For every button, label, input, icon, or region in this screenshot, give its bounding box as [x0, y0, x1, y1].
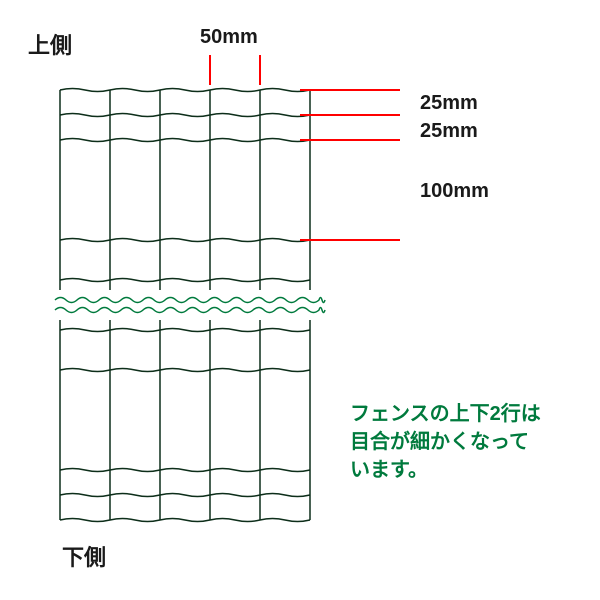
top-side-label: 上側: [28, 28, 72, 60]
column-width-label: 50mm: [200, 26, 258, 49]
note-line-2: 目合が細かくなって: [350, 431, 529, 453]
row2-dim-label: 25mm: [420, 120, 478, 143]
bottom-side-label: 下側: [62, 540, 106, 572]
note-line-1: フェンスの上下2行は: [350, 403, 541, 425]
row3-dim-label: 100mm: [420, 180, 489, 203]
note-text: フェンスの上下2行は 目合が細かくなって います。: [350, 400, 541, 484]
diagram-svg: [0, 0, 600, 600]
note-line-3: います。: [350, 459, 428, 481]
row1-dim-label: 25mm: [420, 92, 478, 115]
